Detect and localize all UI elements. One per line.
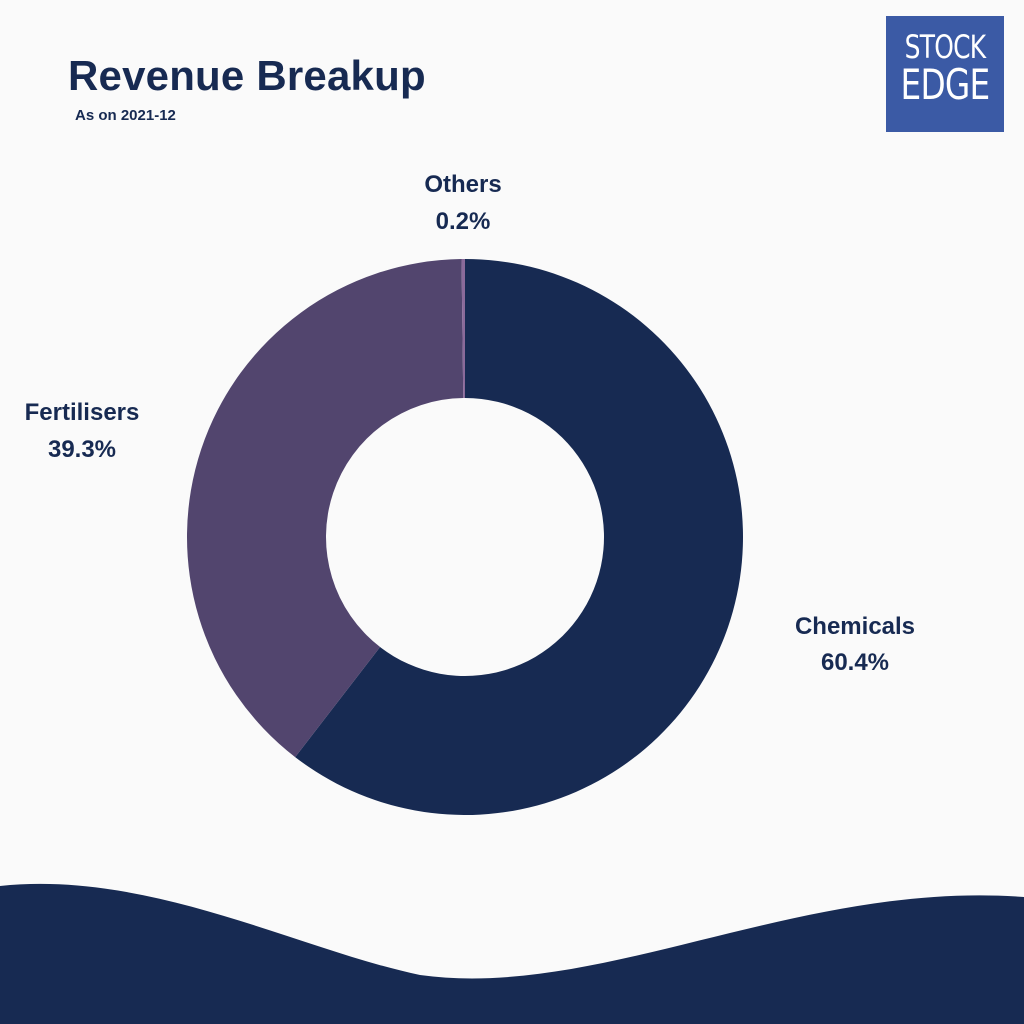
slice-value-others: 0.2% [436,208,491,235]
logo-text-top: STOCK [904,28,986,66]
slice-labels: Chemicals 60.4% Fertilisers 39.3% Others 0.2% [25,171,915,676]
chart-subtitle: As on 2021-12 [75,107,176,124]
slice-value-fertilisers: 39.3% [48,436,116,463]
chart-title: Revenue Breakup [68,52,426,99]
donut-slices [187,259,743,815]
stockedge-logo: STOCK EDGE [886,16,1004,132]
slice-label-chemicals: Chemicals [795,613,915,640]
slice-value-chemicals: 60.4% [821,649,889,676]
logo-text-bottom: EDGE [900,60,991,109]
bottom-wave [0,883,1024,1024]
slice-label-others: Others [424,171,501,198]
slice-label-fertilisers: Fertilisers [25,399,140,426]
slice-others [461,259,465,399]
slice-chemicals [295,259,743,815]
slice-fertilisers [187,259,464,758]
